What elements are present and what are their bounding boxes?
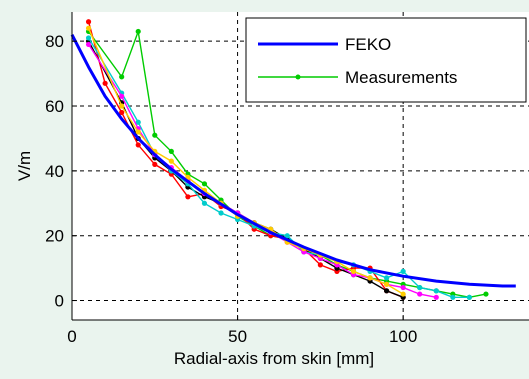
ticks: 0 50 100 0 20 40 60 80 (45, 32, 417, 346)
series-layer (70, 19, 516, 300)
measurement-point (400, 284, 406, 291)
measurement-point (135, 142, 141, 148)
measurement-point (384, 288, 390, 294)
x-axis-label: Radial-axis from skin [mm] (174, 349, 374, 368)
measurement-point (417, 291, 423, 297)
measurement-point (400, 291, 406, 297)
measurement-line (87, 21, 404, 298)
measurement-point (119, 109, 125, 116)
y-axis-label: V/m (15, 151, 34, 181)
y-tick-label: 40 (45, 162, 64, 181)
legend-measurements-label: Measurements (345, 68, 457, 87)
measurement-point (168, 148, 174, 155)
measurement-point (350, 268, 357, 274)
measurement-point (135, 129, 141, 135)
measurement-point (400, 268, 406, 274)
feko-line (70, 34, 516, 288)
measurement-point (102, 80, 108, 86)
y-tick-label: 0 (55, 292, 64, 311)
y-tick-label: 80 (45, 32, 64, 51)
x-tick-label: 50 (228, 327, 247, 346)
y-tick-label: 20 (45, 227, 64, 246)
measurement-point (433, 288, 439, 294)
measurement-point (384, 281, 390, 287)
legend-box (245, 17, 527, 103)
measurement-point (466, 294, 472, 300)
measurement-point (185, 194, 191, 200)
legend-feko-label: FEKO (345, 35, 391, 54)
measurement-point (85, 41, 92, 48)
measurement-point (119, 103, 125, 109)
x-tick-label: 100 (389, 327, 417, 346)
measurement-point (317, 262, 323, 268)
measurement-point (152, 132, 158, 138)
measurement-point (201, 200, 208, 206)
measurement-point (135, 28, 141, 35)
measurement-point (119, 74, 125, 80)
measurement-point (384, 275, 390, 281)
measurement-point (218, 210, 224, 216)
legend: FEKO Measurements (245, 17, 527, 103)
y-tick-label: 60 (45, 97, 64, 116)
measurement-point (417, 284, 423, 291)
measurement-point (201, 181, 208, 187)
measurement-point (450, 294, 456, 300)
legend-measurements-marker (295, 74, 301, 80)
measurement-point (433, 294, 439, 300)
measurement-point (152, 161, 158, 167)
x-tick-label: 0 (67, 327, 76, 346)
measurement-point (119, 93, 125, 99)
measurement-point (168, 158, 174, 164)
measurement-point (85, 35, 92, 41)
measurement-point (367, 275, 373, 281)
measurement-point (284, 233, 290, 239)
measurement-point (85, 25, 92, 31)
measurement-point (483, 291, 489, 297)
measurement-point (135, 119, 141, 125)
measurement-point (85, 19, 92, 25)
